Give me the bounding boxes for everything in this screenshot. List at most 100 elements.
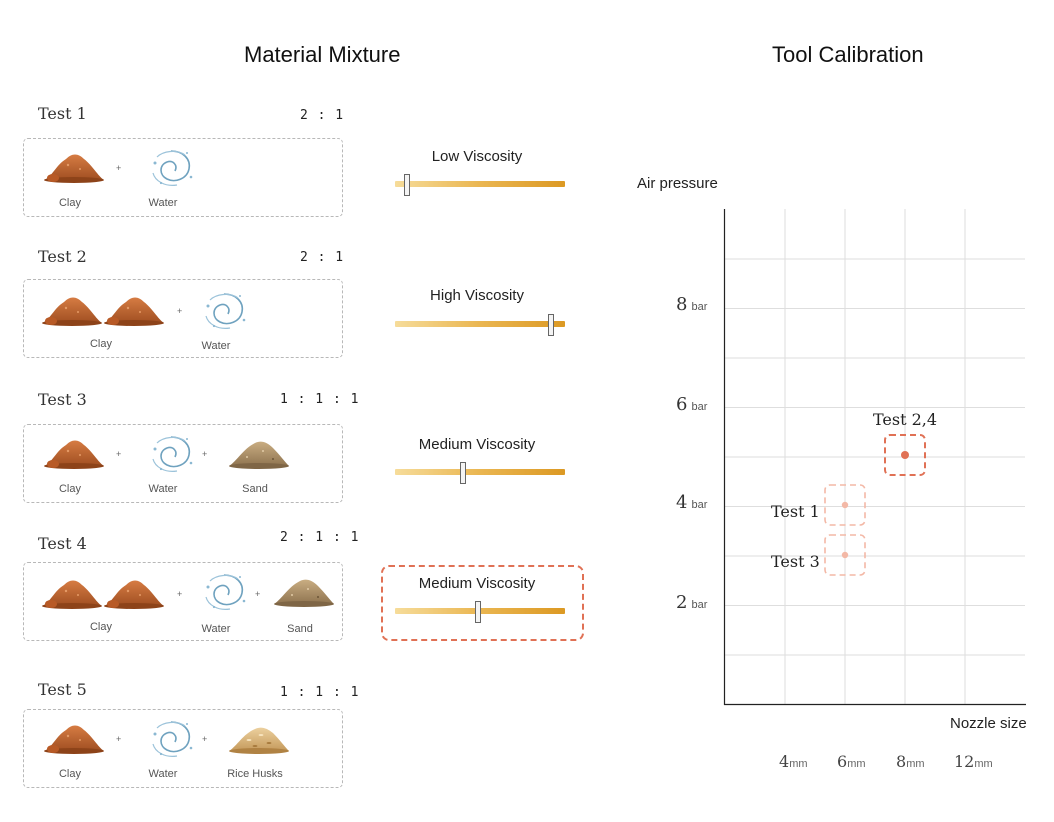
ingredient-clay: Clay (38, 573, 168, 633)
clay-pile-icon (42, 718, 106, 754)
plus-icon: + (255, 589, 261, 599)
calibration-point-box (824, 484, 866, 526)
test-1-name: Test 1 (38, 104, 87, 123)
clay-pile-icon (40, 290, 104, 326)
ingredient-label: Clay (58, 483, 81, 495)
x-axis-label: Nozzle size (950, 715, 1027, 732)
ingredient-rice-husks: Rice Husks (215, 718, 295, 780)
rice-husk-pile-icon (227, 718, 291, 754)
calibration-point-box (884, 434, 926, 476)
clay-pile-icon (42, 147, 106, 183)
calibration-point (841, 551, 849, 559)
test-5-name: Test 5 (38, 680, 87, 699)
y-tick-2: 2 bar (676, 592, 708, 613)
test-4-viscosity-highlight (381, 565, 584, 641)
y-axis-label: Air pressure (637, 175, 718, 192)
test-3-ratio: 1 : 1 : 1 (280, 392, 360, 407)
test-1-ratio: 2 : 1 (300, 108, 345, 123)
water-splash-icon (200, 290, 248, 330)
plus-icon: + (177, 589, 183, 599)
ingredient-water: Water (123, 147, 203, 209)
test-2-ratio: 2 : 1 (300, 250, 345, 265)
ingredient-clay: Clay (38, 290, 168, 350)
ingredient-clay: Clay (30, 147, 110, 209)
calibration-point (901, 451, 909, 459)
clay-pile-icon (42, 433, 106, 469)
sand-pile-icon (272, 571, 336, 607)
ingredient-label: Sand (287, 623, 313, 635)
point-label-test-1: Test 1 (771, 502, 820, 521)
ingredient-label: Water (148, 483, 178, 495)
y-tick-4: 4 bar (676, 492, 708, 513)
calibration-point-box (824, 534, 866, 576)
ingredient-water: Water (123, 433, 203, 495)
ingredient-label: Clay (58, 768, 81, 780)
slider-thumb (403, 174, 410, 196)
y-tick-8: 8 bar (676, 294, 708, 315)
test-4-name: Test 4 (38, 534, 87, 553)
x-tick-6mm: 6mm (837, 752, 866, 771)
test-2-name: Test 2 (38, 247, 87, 266)
ingredient-sand: Sand (260, 571, 340, 635)
test-3-viscosity-slider (395, 462, 565, 484)
ingredient-label: Clay (58, 197, 81, 209)
test-2-viscosity-slider (395, 314, 565, 336)
slider-thumb (460, 462, 466, 484)
test-4-viscosity-label: Medium Viscosity (418, 575, 536, 592)
plus-icon: + (202, 734, 208, 744)
ingredient-label: Water (201, 340, 231, 352)
ingredient-label: Clay (89, 621, 112, 633)
ingredient-label: Rice Husks (227, 768, 283, 780)
test-4-ratio: 2 : 1 : 1 (280, 530, 360, 545)
plus-icon: + (116, 163, 122, 173)
plus-icon: + (202, 449, 208, 459)
clay-pile-icon (102, 290, 166, 326)
calibration-plot (723, 209, 1026, 706)
plot-grid (725, 209, 1025, 704)
ingredient-clay: Clay (30, 718, 110, 780)
point-label-test-2-4: Test 2,4 (873, 410, 938, 429)
test-1-viscosity-slider (395, 174, 565, 196)
test-3-name: Test 3 (38, 390, 87, 409)
water-splash-icon (200, 571, 248, 611)
water-splash-icon (147, 718, 195, 758)
test-1-ingredients-box: Clay + Water (23, 138, 343, 217)
ingredient-sand: Sand (215, 433, 295, 495)
water-splash-icon (147, 147, 195, 187)
y-tick-6: 6 bar (676, 394, 708, 415)
ingredient-label: Water (148, 768, 178, 780)
plus-icon: + (177, 306, 183, 316)
x-tick-4mm: 4mm (779, 752, 808, 771)
test-4-ingredients-box: Clay + Water + Sand (23, 562, 343, 641)
ingredient-water: Water (176, 290, 256, 352)
test-3-viscosity-label: Medium Viscosity (418, 436, 536, 453)
point-label-test-3: Test 3 (771, 552, 820, 571)
test-2-viscosity-label: High Viscosity (430, 287, 524, 304)
material-mixture-title: Material Mixture (244, 42, 401, 67)
ingredient-label: Sand (242, 483, 268, 495)
test-4-viscosity-slider (395, 601, 565, 623)
test-1-viscosity-label: Low Viscosity (431, 148, 523, 165)
calibration-point (841, 501, 849, 509)
ingredient-label: Clay (89, 338, 112, 350)
plus-icon: + (116, 449, 122, 459)
test-2-ingredients-box: Clay + Water (23, 279, 343, 358)
ingredient-clay: Clay (30, 433, 110, 495)
test-5-ratio: 1 : 1 : 1 (280, 685, 360, 700)
sand-pile-icon (227, 433, 291, 469)
test-3-ingredients-box: Clay + Water + Sand (23, 424, 343, 503)
ingredient-label: Water (201, 623, 231, 635)
slider-thumb (548, 314, 555, 336)
plus-icon: + (116, 734, 122, 744)
ingredient-water: Water (176, 571, 256, 635)
ingredient-water: Water (123, 718, 203, 780)
x-tick-8mm: 8mm (896, 752, 925, 771)
clay-pile-icon (102, 573, 166, 609)
water-splash-icon (147, 433, 195, 473)
tool-calibration-title: Tool Calibration (772, 42, 924, 67)
ingredient-label: Water (148, 197, 178, 209)
slider-thumb (475, 601, 482, 623)
x-tick-12mm: 12mm (954, 752, 993, 771)
test-5-ingredients-box: Clay + Water + Rice Husks (23, 709, 343, 788)
clay-pile-icon (40, 573, 104, 609)
